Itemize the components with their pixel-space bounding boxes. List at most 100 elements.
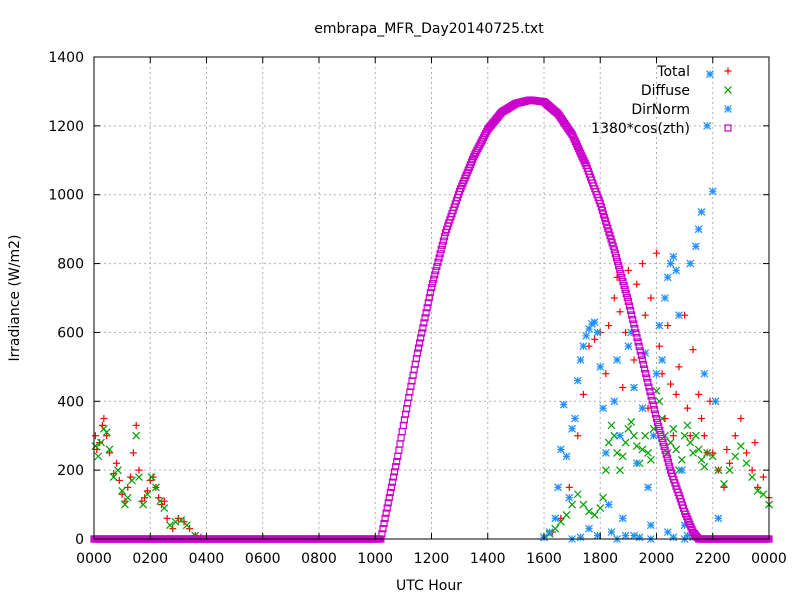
- x-tick-label: 2200: [695, 551, 731, 567]
- data-point: [677, 455, 686, 464]
- data-point: [689, 346, 697, 354]
- data-point: [697, 208, 706, 216]
- data-point: [568, 500, 577, 509]
- data-point: [436, 250, 444, 258]
- data-point: [708, 187, 717, 196]
- data-point: [653, 418, 662, 427]
- legend-label: Diffuse: [641, 83, 690, 99]
- data-point: [390, 468, 399, 476]
- x-tick-label: 1600: [526, 551, 562, 567]
- data-point: [658, 356, 667, 364]
- data-point: [385, 494, 393, 502]
- data-point: [418, 329, 426, 337]
- data-point: [666, 259, 675, 268]
- data-point: [562, 452, 571, 461]
- data-point: [384, 499, 392, 507]
- data-point: [135, 466, 143, 474]
- data-point: [635, 342, 643, 351]
- axis-ticks: 0000 0200 0400 0600 0800 1000 1200 1400 1600 1800…: [48, 50, 786, 567]
- series-star: [540, 70, 723, 543]
- data-point: [675, 311, 683, 320]
- data-point: [135, 473, 143, 481]
- data-point: [105, 449, 113, 457]
- data-point: [644, 378, 652, 387]
- data-point: [632, 442, 641, 450]
- data-point: [632, 459, 641, 468]
- data-point: [697, 455, 706, 464]
- data-point: [649, 401, 657, 409]
- data-point: [655, 321, 664, 330]
- data-point: [422, 309, 430, 317]
- data-point: [653, 249, 660, 257]
- data-point: [641, 365, 649, 373]
- data-point: [149, 473, 157, 481]
- legend-label: Total: [656, 64, 690, 80]
- data-point: [646, 455, 655, 464]
- data-point: [616, 466, 624, 475]
- x-tick-label: 1200: [414, 551, 450, 567]
- data-point: [91, 432, 99, 440]
- data-point: [571, 138, 579, 146]
- data-point: [610, 397, 619, 406]
- y-tick-label: 0: [75, 532, 84, 548]
- data-point: [431, 271, 439, 279]
- data-point: [656, 426, 664, 435]
- data-point: [160, 504, 169, 512]
- data-point: [638, 356, 647, 364]
- data-point: [663, 454, 671, 462]
- data-point: [633, 333, 641, 342]
- data-point: [630, 383, 638, 392]
- data-point: [128, 476, 136, 485]
- data-point: [714, 466, 723, 475]
- x-tick-label: 0000: [751, 551, 787, 567]
- data-point: [601, 466, 610, 475]
- data-point: [166, 521, 174, 530]
- data-point: [626, 306, 635, 315]
- data-point: [630, 320, 638, 328]
- data-point: [647, 392, 655, 400]
- data-point: [100, 415, 108, 422]
- data-point: [416, 339, 424, 347]
- data-point: [388, 478, 397, 486]
- data-point: [703, 121, 712, 130]
- legend-marker: [724, 124, 732, 132]
- data-point: [675, 363, 683, 371]
- x-tick-label: 1000: [357, 551, 393, 567]
- data-point: [423, 304, 431, 312]
- data-point: [577, 149, 585, 158]
- data-point: [393, 457, 401, 466]
- data-point: [669, 432, 677, 440]
- data-point: [599, 404, 607, 413]
- data-point: [438, 241, 446, 249]
- data-point: [568, 424, 577, 433]
- data-point: [579, 342, 588, 351]
- y-tick-label: 400: [57, 394, 84, 410]
- data-point: [121, 500, 129, 509]
- data-point: [664, 322, 672, 330]
- data-point: [630, 431, 638, 440]
- data-point: [581, 159, 589, 167]
- data-point: [650, 405, 658, 414]
- data-point: [660, 442, 668, 450]
- data-point: [621, 285, 629, 294]
- data-point: [646, 521, 655, 530]
- y-axis-label: Irradiance (W/m2): [7, 235, 23, 362]
- data-point: [105, 445, 114, 454]
- data-point: [123, 493, 132, 502]
- data-point: [382, 509, 390, 517]
- data-point: [380, 519, 388, 528]
- x-tick-label: 0800: [301, 551, 337, 567]
- x-tick-label: 2000: [639, 551, 675, 567]
- data-point: [686, 259, 695, 268]
- x-tick-label: 0000: [76, 551, 112, 567]
- data-point: [156, 497, 165, 506]
- data-point: [639, 360, 648, 369]
- data-point: [691, 242, 700, 251]
- data-point: [723, 445, 731, 453]
- data-point: [605, 322, 613, 330]
- data-point: [143, 490, 152, 499]
- data-point: [624, 342, 633, 351]
- data-point: [435, 254, 443, 262]
- data-point: [731, 432, 739, 440]
- data-point: [636, 347, 644, 355]
